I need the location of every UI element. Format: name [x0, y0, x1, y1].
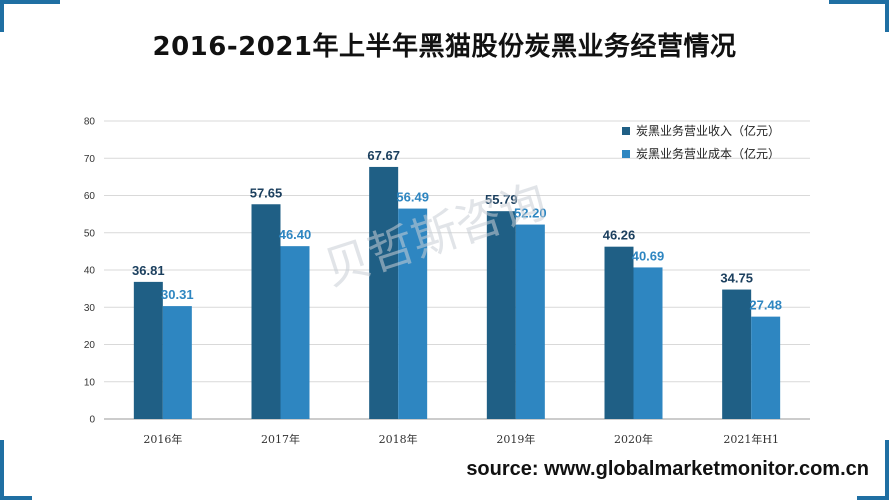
corner-decoration-top-right	[829, 0, 889, 4]
data-label: 52.20	[514, 206, 547, 221]
bar-cost	[515, 224, 545, 419]
bar-cost	[280, 246, 310, 419]
x-axis-ticks: 2016年 2017年 2018年 2019年 2020年 2021年H1	[143, 432, 779, 446]
legend: 炭黑业务营业收入（亿元） 炭黑业务营业成本（亿元）	[622, 123, 780, 161]
bar-revenue	[369, 166, 399, 419]
bar-cost	[398, 208, 428, 419]
y-axis-ticks: 0 10 20 30 40 50 60 70 80	[84, 117, 96, 426]
data-label: 36.81	[132, 263, 165, 278]
legend-swatch-cost	[622, 150, 630, 158]
legend-swatch-revenue	[622, 127, 630, 135]
x-tick-label: 2020年	[614, 432, 653, 446]
data-label: 57.65	[250, 185, 283, 200]
y-tick-label: 10	[84, 377, 96, 388]
corner-decoration-bottom-left	[0, 496, 32, 500]
data-label: 56.49	[396, 190, 429, 205]
data-labels: 36.81 30.31 57.65 46.40 67.67 56.49 55.7952.20…	[132, 148, 782, 313]
data-label: 40.69	[632, 248, 665, 263]
source-text: source: www.globalmarketmonitor.com.cn	[466, 458, 869, 480]
bar-cost	[751, 316, 781, 419]
data-label: 55.79	[485, 192, 518, 207]
grid-lines	[104, 120, 810, 420]
bar-revenue	[133, 281, 163, 419]
data-label: 46.40	[279, 227, 312, 242]
bar-revenue	[604, 246, 634, 419]
y-tick-label: 50	[84, 228, 96, 239]
bar-revenue	[722, 289, 752, 419]
y-tick-label: 40	[84, 266, 96, 277]
bar-cost	[633, 267, 663, 419]
bars	[133, 166, 781, 419]
x-tick-label: 2021年H1	[723, 432, 779, 446]
y-tick-label: 30	[84, 303, 96, 314]
data-label: 27.48	[749, 298, 782, 313]
x-tick-label: 2019年	[496, 432, 535, 446]
legend-label: 炭黑业务营业成本（亿元）	[636, 146, 780, 161]
y-tick-label: 0	[89, 415, 95, 426]
corner-decoration-top-right	[885, 0, 889, 32]
data-label: 67.67	[367, 148, 400, 163]
chart-title: 2016-2021年上半年黑猫股份炭黑业务经营情况	[152, 32, 737, 62]
x-tick-label: 2017年	[261, 432, 300, 446]
y-tick-label: 80	[84, 117, 96, 128]
legend-label: 炭黑业务营业收入（亿元）	[636, 123, 780, 138]
bar-cost	[162, 306, 192, 419]
y-tick-label: 20	[84, 340, 96, 351]
y-tick-label: 60	[84, 191, 96, 202]
bar-revenue	[251, 204, 281, 419]
corner-decoration-bottom-left	[0, 440, 4, 500]
data-label: 30.31	[161, 287, 194, 302]
corner-decoration-top-left	[0, 0, 4, 32]
corner-decoration-top-left	[0, 0, 60, 4]
bar-revenue	[486, 211, 516, 419]
corner-decoration-bottom-right	[885, 440, 889, 500]
data-label: 34.75	[720, 271, 753, 286]
corner-decoration-bottom-right	[857, 496, 889, 500]
data-label: 46.26	[603, 228, 636, 243]
x-tick-label: 2016年	[143, 432, 182, 446]
x-tick-label: 2018年	[379, 432, 418, 446]
y-tick-label: 70	[84, 154, 96, 165]
